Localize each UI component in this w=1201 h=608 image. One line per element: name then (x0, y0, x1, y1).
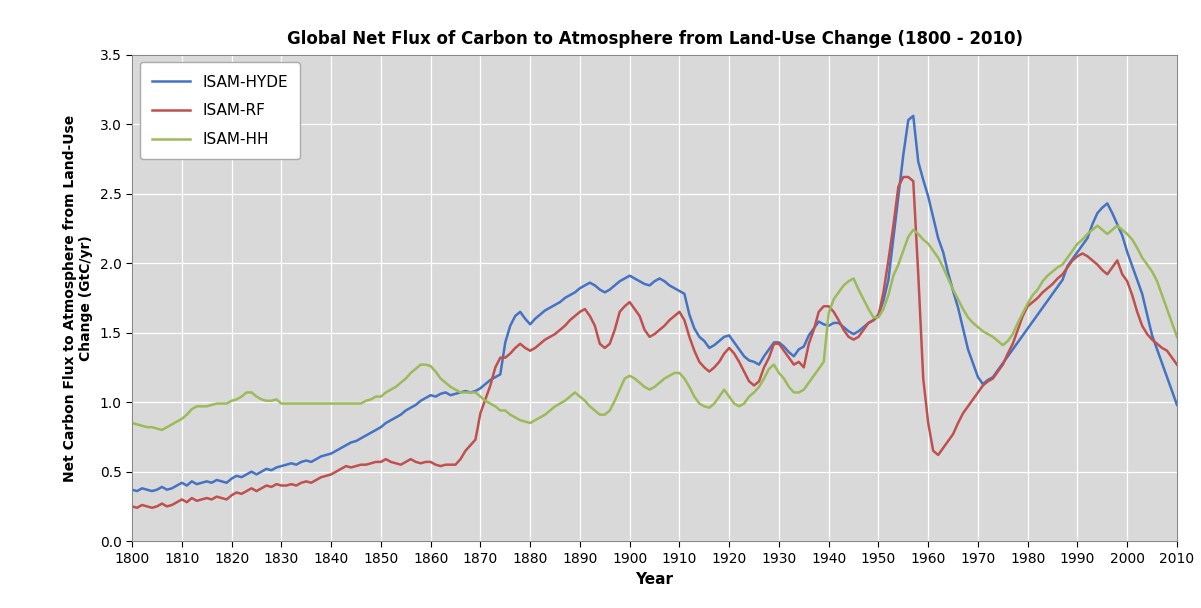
ISAM-RF (160, 503, 174, 510)
ISAM-HH (852, 286, 866, 293)
ISAM-RF (587, 322, 602, 330)
ISAM-HYDE (1080, 235, 1094, 242)
ISAM-RF (125, 503, 139, 510)
ISAM-HYDE (587, 282, 602, 289)
ISAM-HYDE (533, 311, 548, 318)
ISAM-HH (1170, 333, 1184, 340)
ISAM-HYDE (438, 389, 453, 396)
ISAM-HYDE (160, 486, 174, 493)
Title: Global Net Flux of Carbon to Atmosphere from Land-Use Change (1800 - 2010): Global Net Flux of Carbon to Atmosphere … (287, 30, 1022, 47)
ISAM-HYDE (1170, 401, 1184, 409)
ISAM-HH (1075, 236, 1089, 243)
ISAM-HH (438, 379, 453, 386)
X-axis label: Year: Year (635, 573, 674, 587)
ISAM-RF (1170, 361, 1184, 368)
Legend: ISAM-HYDE, ISAM-RF, ISAM-HH: ISAM-HYDE, ISAM-RF, ISAM-HH (139, 63, 300, 159)
ISAM-RF (533, 340, 548, 347)
Y-axis label: Net Carbon Flux to Atmosphere from Land-Use
Change (GtC/yr): Net Carbon Flux to Atmosphere from Land-… (62, 114, 92, 482)
ISAM-HYDE (130, 488, 144, 495)
ISAM-HH (587, 407, 602, 414)
ISAM-HH (160, 424, 174, 431)
Line: ISAM-RF: ISAM-RF (132, 177, 1177, 508)
ISAM-HH (533, 414, 548, 421)
ISAM-HH (155, 426, 169, 434)
ISAM-RF (438, 461, 453, 468)
ISAM-HH (1091, 222, 1105, 229)
ISAM-HYDE (852, 328, 866, 335)
ISAM-HYDE (125, 486, 139, 493)
Line: ISAM-HH: ISAM-HH (132, 226, 1177, 430)
Line: ISAM-HYDE: ISAM-HYDE (132, 116, 1177, 491)
ISAM-HYDE (906, 112, 920, 120)
ISAM-RF (130, 504, 144, 511)
ISAM-RF (1080, 252, 1094, 260)
ISAM-RF (896, 173, 910, 181)
ISAM-RF (852, 333, 866, 340)
ISAM-HH (125, 420, 139, 427)
